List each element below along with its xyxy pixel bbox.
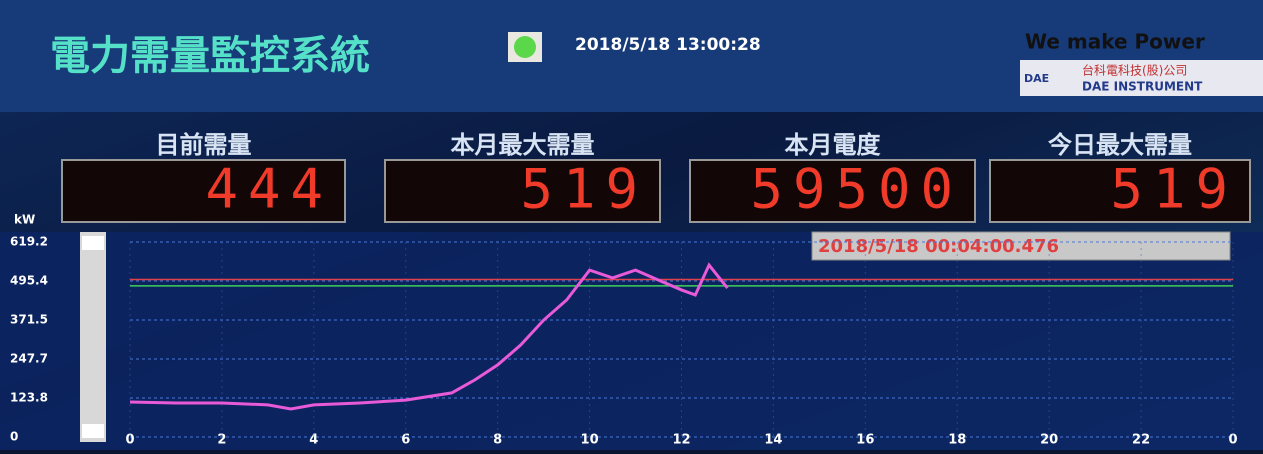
y-tick-label: 0 — [10, 430, 18, 444]
company-name: 台科電科技(股)公司 — [1082, 63, 1187, 78]
series-line — [129, 262, 729, 411]
panel-value: 519 — [520, 158, 648, 221]
y-tick-label: 247.7 — [10, 351, 48, 365]
x-tick-label: 14 — [764, 433, 782, 448]
y-tick-label: 123.8 — [10, 391, 48, 405]
panel-display — [384, 159, 661, 223]
scrollbar — [80, 232, 106, 442]
panel-display — [989, 159, 1251, 223]
status-light — [514, 36, 536, 58]
panel-label: 今日最大需量 — [1048, 131, 1192, 159]
panel-display — [61, 159, 346, 223]
panel-label: 本月最大需量 — [451, 131, 595, 159]
x-tick-label: 18 — [948, 433, 966, 448]
scroll-down[interactable] — [82, 424, 104, 438]
x-tick-label: 0 — [1228, 433, 1237, 448]
panel-display — [689, 159, 976, 223]
panel-value: 59500 — [750, 158, 963, 221]
logo-box — [1020, 60, 1263, 96]
panel-label: 本月電度 — [785, 131, 882, 159]
panel-label: 目前需量 — [156, 131, 252, 159]
x-tick-label: 2 — [217, 433, 226, 448]
x-tick-label: 6 — [401, 433, 410, 448]
panel-value: 444 — [205, 158, 333, 221]
panel-value: 519 — [1110, 158, 1238, 221]
slogan: We make Power — [1025, 30, 1205, 54]
x-tick-label: 4 — [309, 433, 318, 448]
x-tick-label: 10 — [581, 433, 599, 448]
x-tick-label: 22 — [1132, 433, 1150, 448]
x-tick-label: 12 — [672, 433, 690, 448]
datetime: 2018/5/18 13:00:28 — [575, 35, 761, 55]
x-tick-label: 20 — [1040, 433, 1058, 448]
annotation-box — [811, 231, 1231, 261]
company-en: DAE INSTRUMENT — [1082, 80, 1203, 94]
x-tick-label: 16 — [856, 433, 874, 448]
x-tick-label: 8 — [493, 433, 502, 448]
app-title: 電力需量監控系統 — [50, 33, 370, 79]
y-tick-label: 371.5 — [10, 313, 48, 327]
company-logo: DAE — [1024, 72, 1049, 85]
y-tick-label: 619.2 — [10, 235, 48, 249]
chart-bg — [0, 232, 1263, 450]
scroll-up[interactable] — [82, 236, 104, 250]
y-tick-label: 495.4 — [10, 273, 48, 287]
x-tick-label: 0 — [125, 433, 134, 448]
annotation: 2018/5/18 00:04:00.476 — [818, 236, 1059, 257]
y-axis-label: kW — [14, 213, 35, 227]
